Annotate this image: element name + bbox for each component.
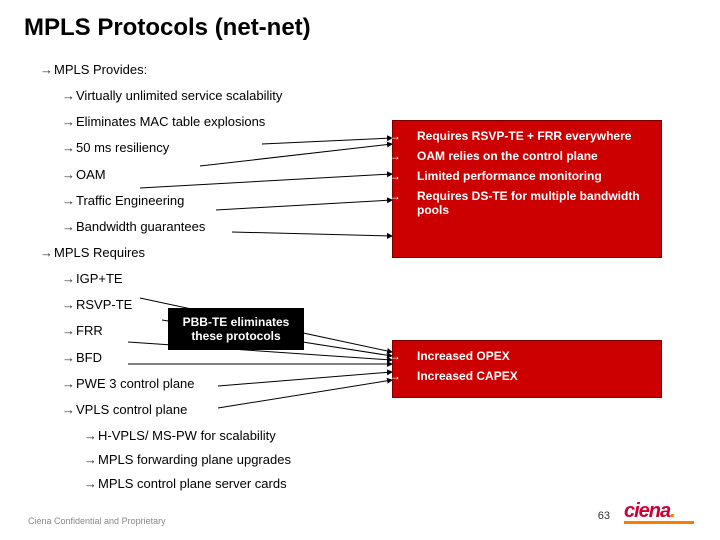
requires-heading: →MPLS Requires: [40, 243, 291, 263]
arrow-icon: →: [403, 369, 417, 383]
arrow-icon: →: [40, 243, 54, 263]
arrow-icon: →: [84, 450, 98, 470]
provides-item: →Virtually unlimited service scalability: [62, 86, 291, 106]
callout-line: →Requires RSVP-TE + FRR everywhere: [403, 129, 651, 143]
callout-line: →Increased OPEX: [403, 349, 651, 363]
arrow-icon: →: [403, 349, 417, 363]
logo-ciena: ciena.: [624, 500, 702, 530]
arrow-icon: →: [62, 138, 76, 158]
arrow-icon: →: [62, 295, 76, 315]
body: →MPLS Provides: →Virtually unlimited ser…: [40, 60, 291, 498]
provides-item: →Eliminates MAC table explosions: [62, 112, 291, 132]
page-number: 63: [598, 510, 610, 522]
callout-line: →Requires DS-TE for multiple bandwidth p…: [403, 189, 651, 217]
requires-item: →VPLS control plane: [62, 400, 291, 420]
footer-text: Ciena Confidential and Proprietary: [28, 516, 166, 526]
arrow-icon: →: [62, 269, 76, 289]
arrow-icon: →: [62, 191, 76, 211]
callout-pbb-line: PBB-TE eliminates: [177, 315, 295, 329]
slide-title: MPLS Protocols (net-net): [24, 14, 311, 42]
arrow-icon: →: [62, 112, 76, 132]
arrow-icon: →: [40, 60, 54, 80]
requires-subitem: →H-VPLS/ MS-PW for scalability: [84, 426, 291, 446]
arrow-icon: →: [62, 165, 76, 185]
arrow-icon: →: [403, 189, 417, 203]
arrow-icon: →: [62, 374, 76, 394]
arrow-icon: →: [84, 474, 98, 494]
callout-line: →Limited performance monitoring: [403, 169, 651, 183]
arrow-icon: →: [62, 400, 76, 420]
provides-item: →50 ms resiliency: [62, 138, 291, 158]
callout-pbb: PBB-TE eliminates these protocols: [168, 308, 304, 350]
callout-pbb-line: these protocols: [177, 329, 295, 343]
provides-item: →OAM: [62, 165, 291, 185]
callout-cost: →Increased OPEX →Increased CAPEX: [392, 340, 662, 398]
arrow-icon: →: [84, 426, 98, 446]
callout-line: →OAM relies on the control plane: [403, 149, 651, 163]
provides-heading: →MPLS Provides:: [40, 60, 291, 80]
callout-requires: →Requires RSVP-TE + FRR everywhere →OAM …: [392, 120, 662, 258]
arrow-icon: →: [62, 348, 76, 368]
requires-subitem: →MPLS forwarding plane upgrades: [84, 450, 291, 470]
requires-item: →BFD: [62, 348, 291, 368]
arrow-icon: →: [403, 169, 417, 183]
provides-item: →Bandwidth guarantees: [62, 217, 291, 237]
provides-item: →Traffic Engineering: [62, 191, 291, 211]
callout-line: →Increased CAPEX: [403, 369, 651, 383]
arrow-icon: →: [403, 149, 417, 163]
requires-subitem: →MPLS control plane server cards: [84, 474, 291, 494]
arrow-icon: →: [62, 321, 76, 341]
arrow-icon: →: [403, 129, 417, 143]
arrow-icon: →: [62, 217, 76, 237]
requires-item: →IGP+TE: [62, 269, 291, 289]
slide: MPLS Protocols (net-net) →MPLS Provides:…: [0, 0, 720, 540]
requires-item: →PWE 3 control plane: [62, 374, 291, 394]
arrow-icon: →: [62, 86, 76, 106]
